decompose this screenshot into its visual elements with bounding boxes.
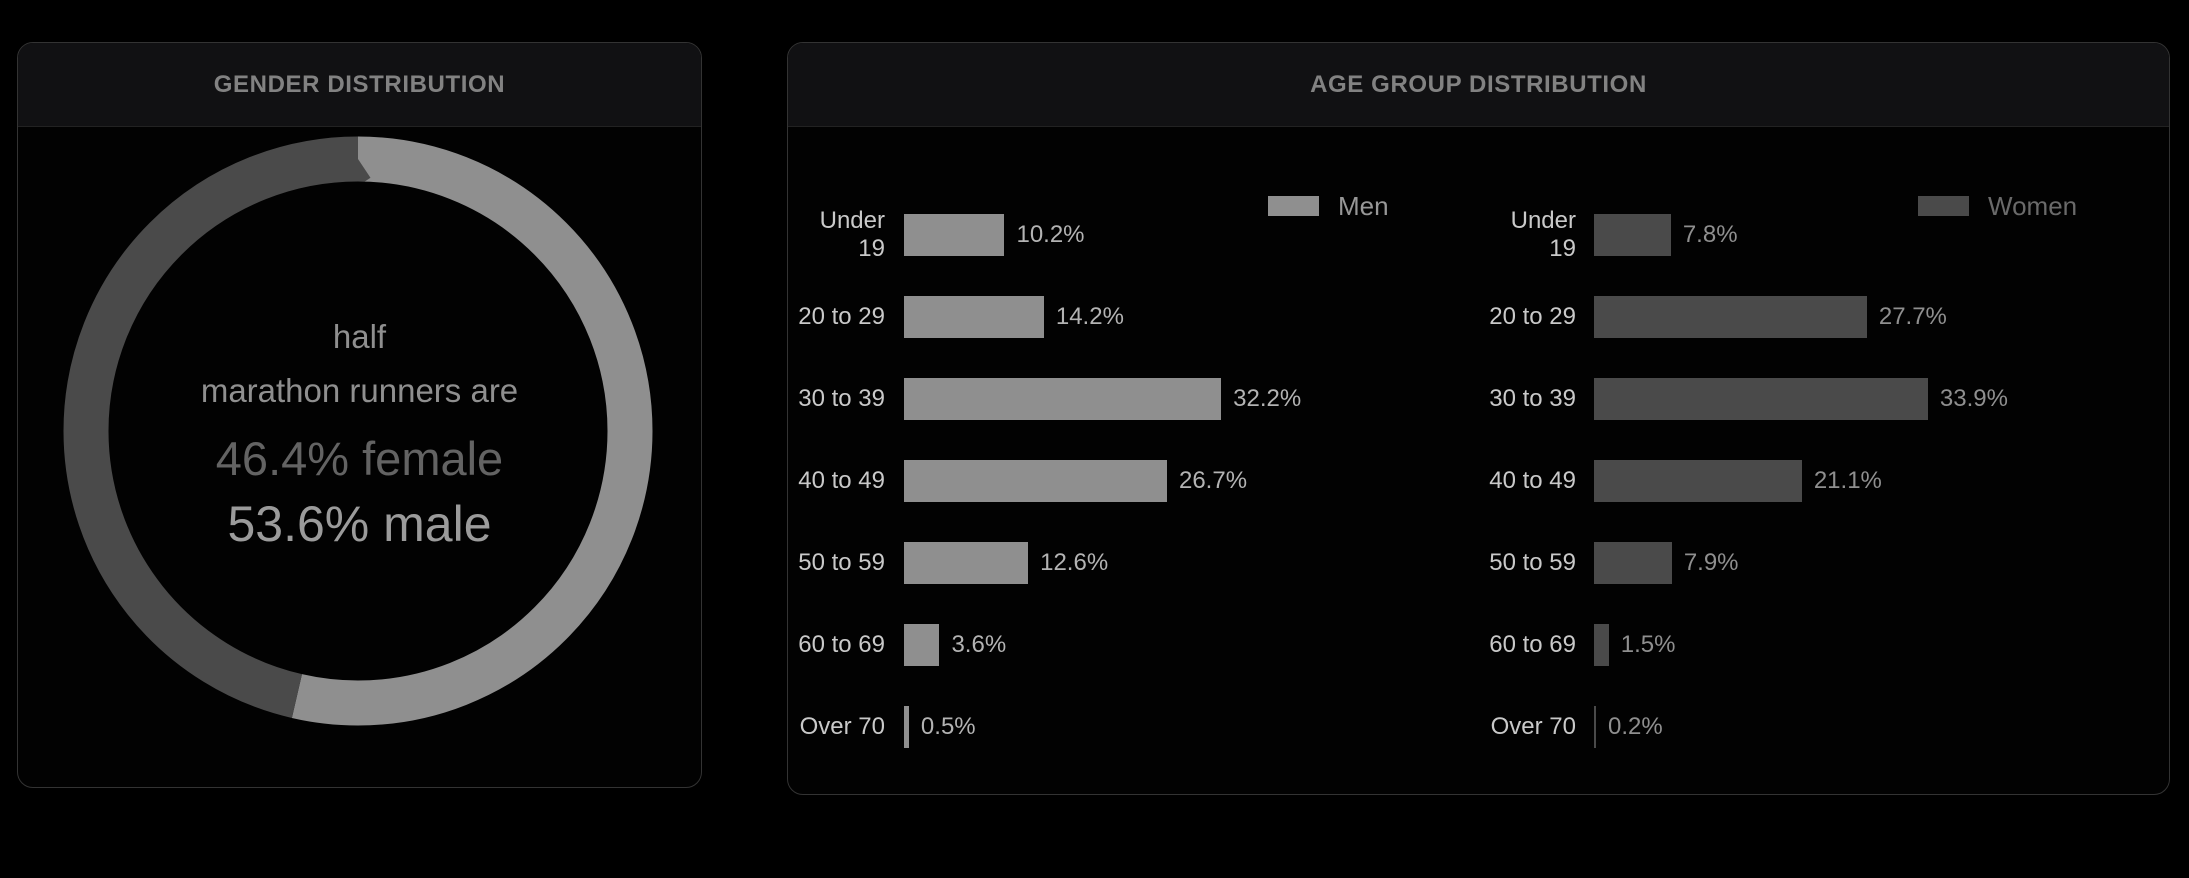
category-label: 20 to 29 [798, 303, 885, 330]
category-label: 30 to 39 [1489, 385, 1576, 412]
value-label: 14.2% [1055, 303, 1124, 330]
women-row-30-39: 30 to 39 33.9% [1479, 378, 2159, 420]
category-label: 60 to 69 [798, 631, 885, 658]
donut-center-line-2: marathon runners are [200, 372, 519, 409]
legend-women-label: Women [1988, 190, 2078, 221]
category-label: 40 to 49 [798, 467, 885, 494]
men-row-over-70: Over 70 0.5% [788, 706, 1468, 748]
value-label: 7.9% [1683, 549, 1739, 576]
donut-female-segment [63, 136, 653, 726]
category-label: 30 to 39 [798, 385, 885, 412]
age-card-header: AGE GROUP DISTRIBUTION [788, 43, 2169, 127]
gender-card-header: GENDER DISTRIBUTION [18, 43, 701, 127]
men-row-20-29: 20 to 29 14.2% [788, 296, 1468, 338]
value-label: 10.2% [1016, 221, 1085, 248]
category-label: 50 to 59 [1489, 549, 1576, 576]
women-bar [1594, 214, 1671, 256]
value-label: 21.1% [1813, 467, 1882, 494]
women-bar [1594, 460, 1802, 502]
men-bar [904, 706, 909, 748]
age-group-distribution-card: AGE GROUP DISTRIBUTION Men Women Under 1… [787, 42, 2170, 795]
men-row-30-39: 30 to 39 32.2% [788, 378, 1468, 420]
women-bar [1594, 624, 1609, 666]
legend-women-swatch-icon [1918, 196, 1969, 216]
donut-female-percentage: 46.4% female [215, 432, 504, 485]
gender-distribution-card: GENDER DISTRIBUTION half marathon runner… [17, 42, 702, 788]
value-label: 12.6% [1040, 549, 1109, 576]
value-label: 27.7% [1878, 303, 1947, 330]
donut-center-text: half marathon runners are 46.4% female 5… [18, 310, 701, 556]
men-row-under-19: Under 19 10.2% [788, 207, 1468, 262]
category-label: 60 to 69 [1489, 631, 1576, 658]
value-label: 7.8% [1682, 221, 1738, 248]
men-row-40-49: 40 to 49 26.7% [788, 460, 1468, 502]
category-label: Under 19 [1510, 207, 1576, 262]
category-label: 20 to 29 [1489, 303, 1576, 330]
category-label: Under 19 [819, 207, 885, 262]
men-bar [904, 378, 1222, 420]
men-bar [904, 296, 1044, 338]
women-row-60-69: 60 to 69 1.5% [1479, 624, 2159, 666]
legend-men-label: Men [1338, 190, 1389, 221]
value-label: 0.5% [920, 713, 976, 740]
women-row-under-19: Under 19 7.8% [1479, 207, 2159, 262]
men-bar [904, 460, 1167, 502]
women-bar [1594, 542, 1672, 584]
value-label: 32.2% [1233, 385, 1302, 412]
women-bar [1594, 378, 1928, 420]
women-bar-chart: Under 19 7.8% 20 to 29 27.7% 30 to 39 33… [1479, 207, 2159, 788]
women-row-over-70: Over 70 0.2% [1479, 706, 2159, 748]
women-row-40-49: 40 to 49 21.1% [1479, 460, 2159, 502]
women-row-50-59: 50 to 59 7.9% [1479, 542, 2159, 584]
gender-card-title: GENDER DISTRIBUTION [213, 70, 506, 98]
category-label: 50 to 59 [798, 549, 885, 576]
value-label: 0.2% [1608, 713, 1663, 740]
value-label: 33.9% [1939, 385, 2008, 412]
category-label: Over 70 [799, 713, 885, 740]
value-label: 26.7% [1178, 467, 1248, 494]
value-label: 1.5% [1620, 631, 1676, 658]
donut-male-percentage: 53.6% male [227, 496, 492, 552]
men-bar [904, 542, 1029, 584]
legend-men[interactable]: Men [1268, 191, 1389, 221]
men-bar [904, 624, 940, 666]
men-bar [904, 214, 1005, 256]
gender-donut-svg [63, 136, 653, 726]
men-bar-chart: Under 19 10.2% 20 to 29 14.2% 30 to 39 3… [788, 207, 1468, 788]
value-label: 3.6% [951, 631, 1007, 658]
age-card-title: AGE GROUP DISTRIBUTION [1310, 70, 1647, 98]
men-row-60-69: 60 to 69 3.6% [788, 624, 1468, 666]
legend-women[interactable]: Women [1918, 191, 2077, 221]
women-bar [1594, 296, 1867, 338]
category-label: Over 70 [1490, 713, 1576, 740]
legend-men-swatch-icon [1268, 196, 1319, 216]
category-label: 40 to 49 [1489, 467, 1576, 494]
women-row-20-29: 20 to 29 27.7% [1479, 296, 2159, 338]
women-bar [1594, 706, 1596, 748]
men-row-50-59: 50 to 59 12.6% [788, 542, 1468, 584]
donut-center-line-1: half [332, 318, 387, 355]
gender-donut-chart [58, 131, 658, 731]
